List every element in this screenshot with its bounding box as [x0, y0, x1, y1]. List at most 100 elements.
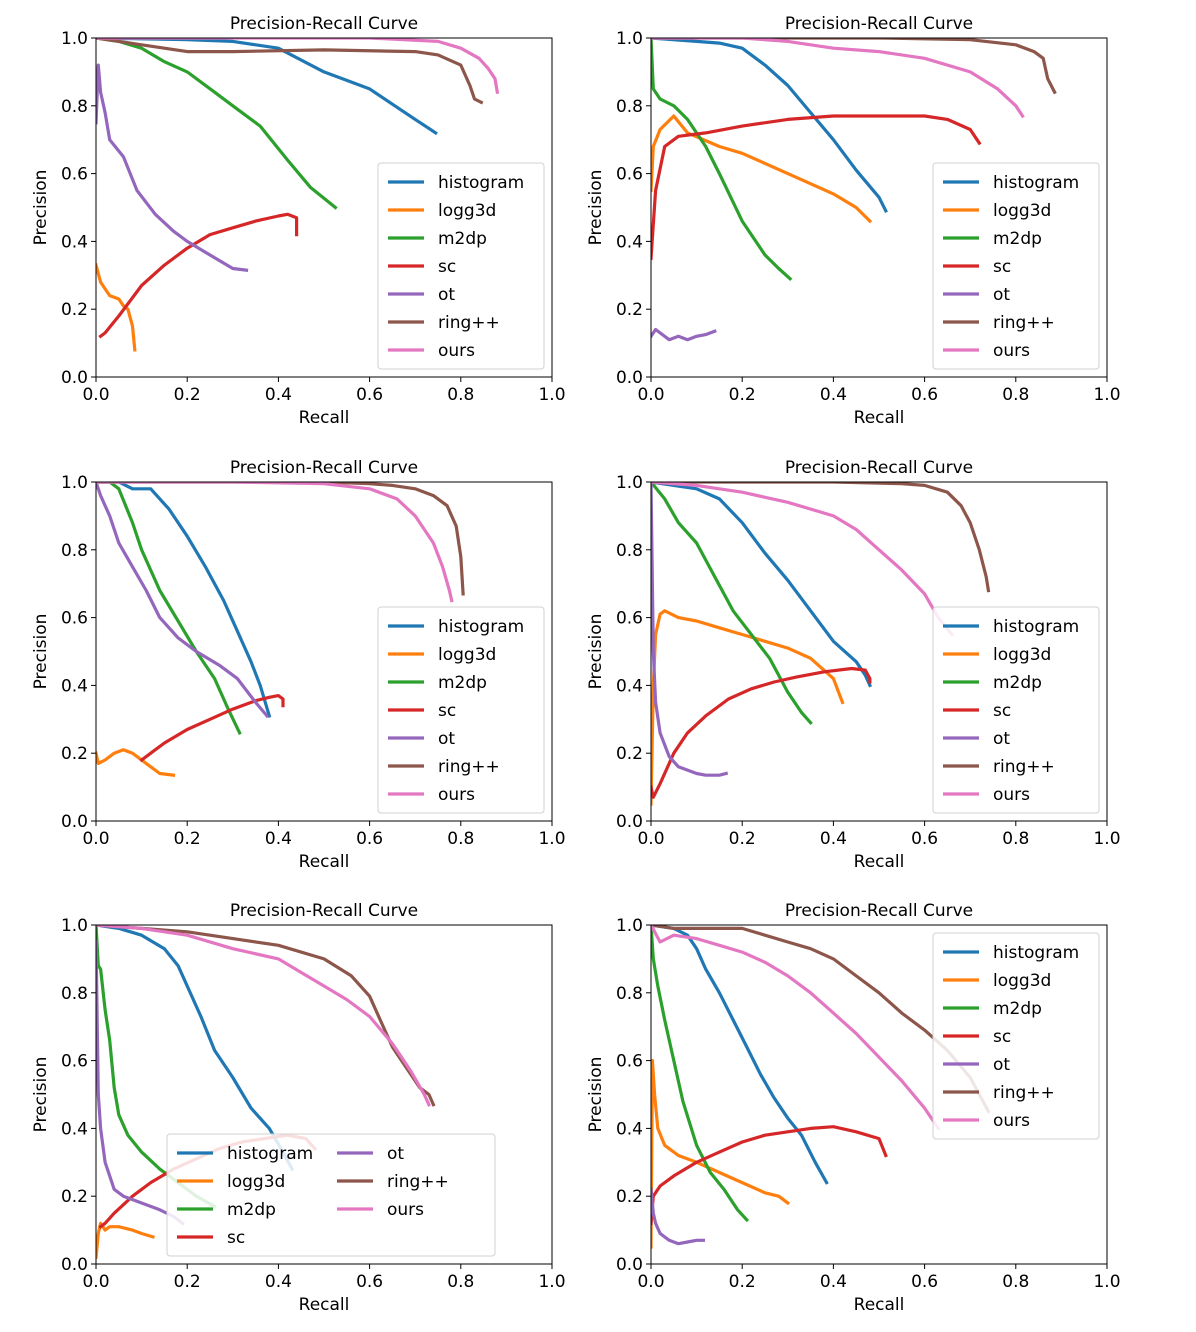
series-line-logg3d — [96, 263, 137, 352]
legend: histogram logg3d m2dp sc ot ring++ ours — [377, 606, 545, 814]
legend-label-ours: ours — [993, 785, 1030, 805]
y-tick-label: 1.0 — [61, 473, 88, 493]
axes-frame — [95, 37, 553, 378]
legend-frame — [377, 606, 545, 814]
x-tick-label: 0.8 — [1002, 1272, 1029, 1292]
series-group — [651, 482, 991, 806]
legend-label-ot: ot — [993, 1055, 1010, 1075]
legend-frame — [377, 162, 545, 370]
legend-label-m2dp: m2dp — [227, 1200, 276, 1220]
y-tick-label: 0.2 — [616, 1187, 643, 1207]
series-line-sc — [98, 212, 299, 339]
series-line-sc — [651, 1125, 888, 1226]
series-line-logg3d — [651, 609, 845, 806]
chart-title: Precision-Recall Curve — [785, 14, 973, 34]
axes-frame — [650, 37, 1108, 378]
legend-label-ot: ot — [438, 729, 455, 749]
legend-label-histogram: histogram — [993, 617, 1079, 637]
chart-panel-5: Precision-Recall Curve 0.0 0.2 0.4 0.6 0.8 1.0… — [31, 901, 566, 1315]
y-tick-label: 0.6 — [616, 165, 643, 185]
legend-label-ot: ot — [438, 285, 455, 305]
series-line-m2dp — [96, 482, 242, 736]
y-tick-label: 0.2 — [61, 744, 88, 764]
legend-label-logg3d: logg3d — [993, 201, 1051, 221]
chart-panel-3: Precision-Recall Curve 0.0 0.2 0.4 0.6 0.8 1.0… — [31, 458, 566, 872]
x-tick-label: 0.8 — [447, 829, 474, 849]
x-tick-label: 0.0 — [637, 385, 664, 405]
y-tick-label: 0.4 — [616, 1119, 643, 1139]
series-line-m2dp — [651, 38, 793, 281]
y-tick-label: 0.4 — [616, 232, 643, 252]
x-tick-label: 0.4 — [820, 1272, 847, 1292]
series-group — [96, 482, 465, 777]
axes-frame — [95, 481, 553, 822]
series-line-logg3d — [651, 1059, 791, 1249]
x-axis-label: Recall — [299, 408, 350, 428]
series-line-ring++ — [651, 482, 991, 593]
x-tick-label: 0.2 — [174, 1272, 201, 1292]
y-tick-label: 0.0 — [61, 368, 88, 388]
legend-label-ours: ours — [438, 341, 475, 361]
x-axis-label: Recall — [299, 1295, 350, 1315]
legend-label-ring++: ring++ — [438, 313, 500, 333]
y-tick-label: 0.6 — [61, 165, 88, 185]
x-tick-label: 0.2 — [729, 385, 756, 405]
series-line-ring++ — [96, 482, 465, 596]
chart-panel-6: Precision-Recall Curve 0.0 0.2 0.4 0.6 0.8 1.0… — [586, 901, 1121, 1315]
series-line-histogram — [96, 925, 295, 1172]
chart-title: Precision-Recall Curve — [230, 901, 418, 921]
series-line-ot — [651, 1187, 705, 1246]
y-axis-label: Precision — [586, 170, 606, 246]
chart-panel-4: Precision-Recall Curve 0.0 0.2 0.4 0.6 0.8 1.0… — [586, 458, 1121, 872]
chart-title: Precision-Recall Curve — [230, 458, 418, 478]
y-tick-label: 1.0 — [616, 473, 643, 493]
y-tick-label: 1.0 — [61, 916, 88, 936]
legend-label-logg3d: logg3d — [227, 1172, 285, 1192]
y-tick-label: 0.6 — [61, 1052, 88, 1072]
series-group — [651, 38, 1057, 342]
legend-label-logg3d: logg3d — [993, 971, 1051, 991]
x-tick-label: 0.8 — [447, 1272, 474, 1292]
y-tick-label: 0.4 — [61, 676, 88, 696]
series-line-m2dp — [651, 482, 813, 725]
series-line-ot — [96, 63, 249, 272]
x-tick-label: 0.0 — [82, 1272, 109, 1292]
y-tick-label: 1.0 — [616, 916, 643, 936]
y-tick-label: 0.6 — [616, 609, 643, 629]
chart-title: Precision-Recall Curve — [785, 458, 973, 478]
x-tick-label: 1.0 — [538, 1272, 565, 1292]
x-tick-label: 0.0 — [82, 385, 109, 405]
series-line-ot — [651, 482, 729, 777]
x-axis-label: Recall — [854, 1295, 905, 1315]
legend-label-m2dp: m2dp — [993, 999, 1042, 1019]
series-line-histogram — [651, 38, 888, 214]
legend: histogram logg3d m2dp sc ot ring++ ours — [377, 162, 545, 370]
x-tick-label: 1.0 — [1093, 385, 1120, 405]
x-tick-label: 0.2 — [174, 829, 201, 849]
legend-label-m2dp: m2dp — [438, 673, 487, 693]
x-tick-label: 0.8 — [1002, 829, 1029, 849]
legend-label-m2dp: m2dp — [993, 229, 1042, 249]
series-line-logg3d — [651, 114, 873, 224]
x-tick-label: 0.6 — [356, 829, 383, 849]
x-axis-label: Recall — [854, 852, 905, 872]
legend-label-m2dp: m2dp — [993, 673, 1042, 693]
legend-label-sc: sc — [227, 1228, 245, 1248]
series-line-histogram — [96, 482, 272, 718]
y-axis-label: Precision — [31, 614, 51, 690]
series-line-ot — [651, 327, 717, 342]
legend-label-ring++: ring++ — [993, 313, 1055, 333]
chart-title: Precision-Recall Curve — [785, 901, 973, 921]
legend-frame — [932, 932, 1100, 1140]
y-tick-label: 0.0 — [616, 812, 643, 832]
legend-label-m2dp: m2dp — [438, 229, 487, 249]
y-axis-label: Precision — [586, 614, 606, 690]
legend-label-sc: sc — [993, 1027, 1011, 1047]
x-tick-label: 0.4 — [265, 829, 292, 849]
x-tick-label: 1.0 — [538, 829, 565, 849]
y-axis-label: Precision — [31, 170, 51, 246]
legend-label-ot: ot — [387, 1144, 404, 1164]
x-tick-label: 1.0 — [1093, 829, 1120, 849]
series-line-ours — [96, 482, 454, 603]
y-tick-label: 0.6 — [61, 609, 88, 629]
